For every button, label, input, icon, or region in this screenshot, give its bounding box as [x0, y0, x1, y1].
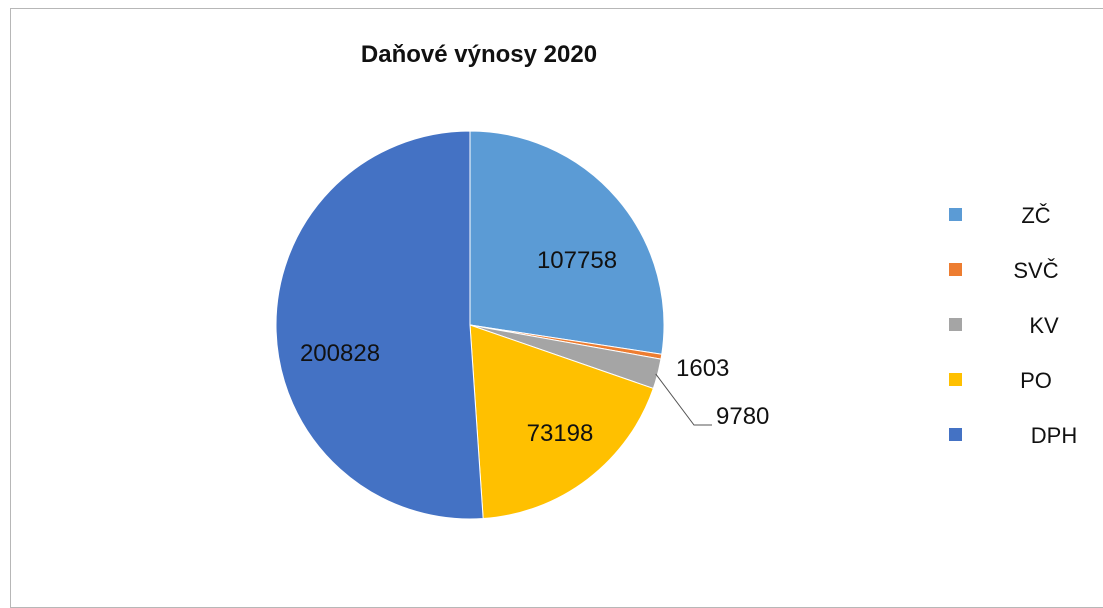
- pie-slice-po: [469, 324, 654, 520]
- leader-line-kv: [655, 373, 712, 426]
- leader-lines: [655, 373, 712, 426]
- legend-swatch-kv: [949, 318, 962, 331]
- legend: ZČ SVČ KV PO DPH: [949, 203, 1077, 448]
- legend-swatch-zč: [949, 208, 962, 221]
- legend-swatch-dph: [949, 428, 962, 441]
- legend-label-po: PO: [1020, 368, 1052, 393]
- data-label-zč: 107758: [537, 247, 617, 274]
- legend-label-kv: KV: [1029, 313, 1059, 338]
- data-labels: 107758 1603 9780 73198 200828: [300, 247, 769, 447]
- chart-title: Daňové výnosy 2020: [361, 41, 597, 68]
- legend-swatch-svč: [949, 263, 962, 276]
- data-label-dph: 200828: [300, 340, 380, 367]
- pie-chart: Daňové výnosy 2020 107758 1603 9780 73198 20…: [275, 41, 1077, 520]
- legend-label-svč: SVČ: [1013, 258, 1058, 283]
- pie-slices: [275, 130, 665, 520]
- data-label-po: 73198: [527, 420, 594, 447]
- legend-label-zč: ZČ: [1021, 203, 1050, 228]
- legend-label-dph: DPH: [1031, 423, 1077, 448]
- pie-slice-dph: [275, 130, 484, 520]
- data-label-svč: 1603: [676, 355, 729, 382]
- pie-slice-zč: [469, 130, 665, 355]
- data-label-kv: 9780: [716, 403, 769, 430]
- legend-swatch-po: [949, 373, 962, 386]
